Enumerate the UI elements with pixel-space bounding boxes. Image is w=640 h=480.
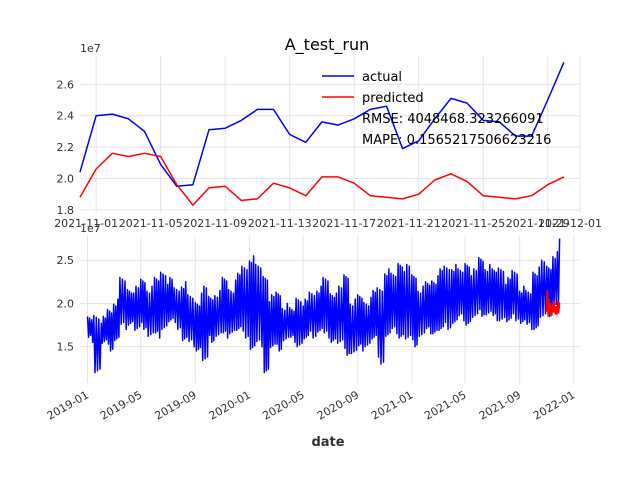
y-tick-label: 2.5: [57, 254, 75, 267]
top-y-ticks: 1.8 2.0 2.2 2.4 2.6: [57, 78, 75, 217]
x-tick-label: 2021-11-25: [441, 217, 505, 230]
x-tick-label: 2021-11-17: [312, 217, 376, 230]
x-tick-label: 2021-11-29: [506, 217, 570, 230]
x-tick-label: 2021-11-09: [183, 217, 247, 230]
series-predicted-line: [545, 289, 561, 318]
x-tick-label: 2021-11-05: [119, 217, 183, 230]
y-tick-label: 2.6: [57, 78, 75, 91]
bottom-series: [86, 238, 561, 374]
top-panel: A_test_run 1e7 1.8 2.0 2.2 2.4 2.6 2021-11-0…: [54, 35, 602, 230]
x-tick-label: 2021-11-21: [377, 217, 441, 230]
y-tick-label: 2.2: [57, 141, 75, 154]
series-actual-line: [86, 238, 561, 374]
chart-title: A_test_run: [285, 35, 370, 55]
x-tick-label: 2021-12-01: [538, 217, 602, 230]
y-tick-label: 2.0: [57, 297, 75, 310]
x-tick-label: 2021-11-01: [54, 217, 118, 230]
y-tick-label: 1.8: [57, 204, 75, 217]
y-tick-label: 2.4: [57, 110, 75, 123]
bottom-y-offset-label: 1e7: [80, 222, 101, 235]
rmse-annotation: RMSE: 4048468.323266091: [362, 112, 544, 127]
series-predicted-line: [79, 152, 565, 206]
x-axis-label: date: [311, 435, 344, 450]
legend-predicted-label: predicted: [362, 91, 424, 106]
y-tick-label: 1.5: [57, 341, 75, 354]
top-series: [79, 62, 565, 206]
top-grid: [80, 56, 581, 213]
top-y-offset-label: 1e7: [80, 42, 101, 55]
mape-annotation: MAPE: 0.1565217506623216: [362, 133, 551, 148]
y-tick-label: 2.0: [57, 172, 75, 185]
bottom-y-ticks: 1.5 2.0 2.5: [57, 254, 75, 353]
legend-actual-label: actual: [362, 70, 402, 85]
series-actual-line: [79, 62, 565, 188]
legend: actual predicted RMSE: 4048468.323266091…: [322, 70, 551, 148]
x-tick-label: 2021-11-13: [248, 217, 312, 230]
top-x-ticks: 2021-11-01 2021-11-05 2021-11-09 2021-11-13…: [54, 217, 602, 230]
